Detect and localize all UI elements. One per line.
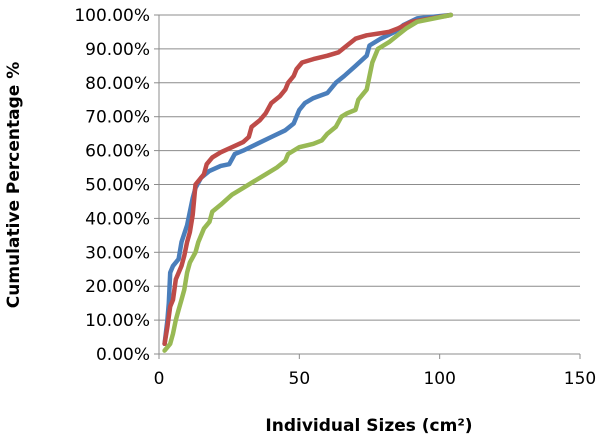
tick-labels: 0.00% 10.00% 20.00% 30.00% 40.00% 50.00% 60.00… <box>74 6 596 389</box>
y-tick-label: 0.00% <box>96 345 150 365</box>
series-line-2 <box>162 12 454 347</box>
y-tick-label: 50.00% <box>85 176 150 196</box>
x-tick-label: 150 <box>564 369 596 389</box>
y-tick-label: 30.00% <box>85 243 150 263</box>
y-tick-label: 10.00% <box>85 311 150 331</box>
y-tick-label: 100.00% <box>74 6 150 26</box>
x-axis-title: Individual Sizes (cm²) <box>265 416 472 436</box>
y-tick-label: 70.00% <box>85 108 150 128</box>
x-tick-label: 100 <box>423 369 455 389</box>
y-tick-label: 40.00% <box>85 209 150 229</box>
plot-area <box>162 12 454 353</box>
y-axis-title: Cumulative Percentage % <box>4 62 24 309</box>
series-line-3 <box>162 12 454 353</box>
y-tick-label: 60.00% <box>85 142 150 162</box>
axes <box>154 14 581 359</box>
series-line-1 <box>162 12 454 347</box>
x-tick-label: 50 <box>289 369 311 389</box>
y-tick-label: 20.00% <box>85 277 150 297</box>
x-tick-label: 0 <box>154 369 165 389</box>
y-tick-label: 80.00% <box>85 74 150 94</box>
y-tick-label: 90.00% <box>85 40 150 60</box>
